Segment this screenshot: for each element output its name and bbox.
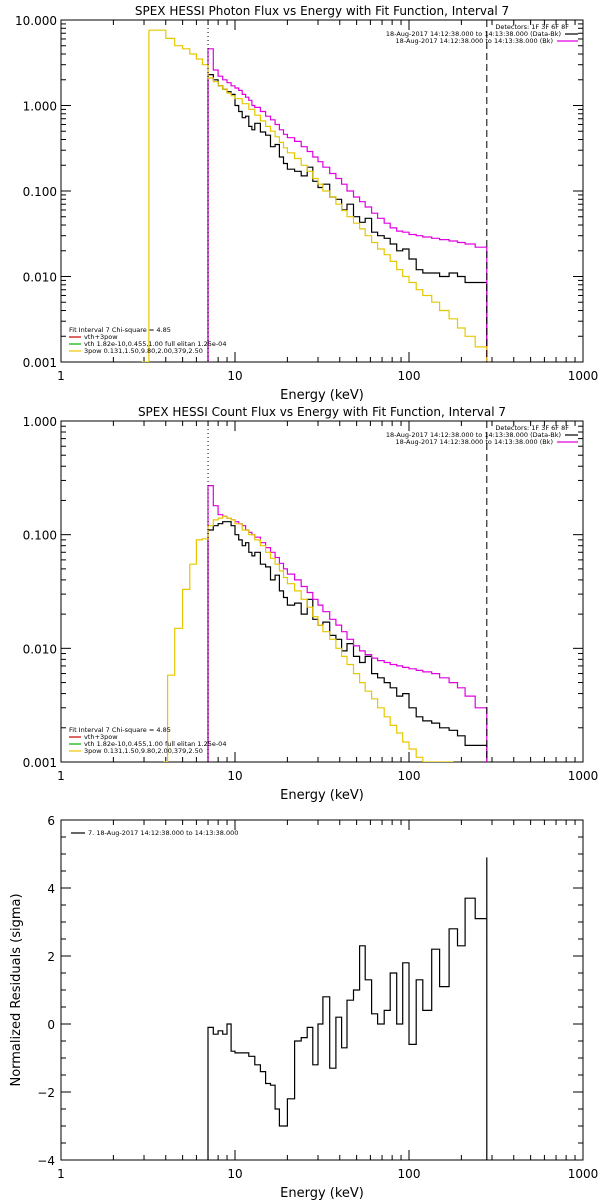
plot-frame <box>60 819 584 1161</box>
legend-fit-header: Fit Interval 7 Chi-square = 4.85 <box>69 726 171 734</box>
legend-fit-label: 3pow 0.131,1.50,9.80,2.00,379,2.50 <box>84 347 203 355</box>
y-tick-label: −2 <box>37 1086 55 1100</box>
legend-entry-label: 18-Aug-2017 14:12:38.000 to 14:13:38.000… <box>396 438 553 446</box>
y-tick-label: 10.000 <box>15 14 57 28</box>
legend-fit-label: vth 1.82e-10,0.455,1.00 full elitan 1.25… <box>84 740 226 748</box>
legend-fit-header: Fit Interval 7 Chi-square = 4.85 <box>69 326 171 334</box>
x-tick-label: 10 <box>227 1167 242 1181</box>
y-tick-label: 0.010 <box>23 271 57 285</box>
chart-title: SPEX HESSI Count Flux vs Energy with Fit… <box>138 405 506 419</box>
y-tick-label: 2 <box>47 950 55 964</box>
y-tick-label: 4 <box>47 882 55 896</box>
y-axis-label: Normalized Residuals (sigma) <box>9 893 24 1086</box>
legend-entry-label: 7. 18-Aug-2017 14:12:38.000 to 14:13:38.… <box>88 829 238 837</box>
plot-frame <box>60 19 584 363</box>
plot-area <box>163 421 488 762</box>
series-fit-3pow <box>163 515 454 762</box>
legend-detectors: Detectors: 1F 3F 6F 8F <box>495 424 569 432</box>
legend-detectors: Detectors: 1F 3F 6F 8F <box>495 23 569 31</box>
legend-fit-label: vth 1.82e-10,0.455,1.00 full elitan 1.25… <box>84 340 226 348</box>
y-tick-label: −4 <box>37 1154 55 1168</box>
series-bk <box>207 48 488 362</box>
chart-panel-1: SPEX HESSI Photon Flux vs Energy with Fi… <box>15 4 598 403</box>
y-tick-label: 0.100 <box>23 529 57 543</box>
x-tick-label: 100 <box>398 769 421 783</box>
series-data-bk <box>207 74 488 362</box>
y-tick-label: 6 <box>47 814 55 828</box>
y-tick-label: 0.100 <box>23 185 57 199</box>
legend-entry-label: 18-Aug-2017 14:12:38.000 to 14:13:38.000… <box>396 37 553 45</box>
legend-fit-label: vth+3pow <box>84 333 118 341</box>
x-tick-label: 100 <box>398 369 421 383</box>
series-bk <box>207 485 488 762</box>
plot-area <box>141 20 488 362</box>
x-tick-label: 1 <box>57 1167 65 1181</box>
chart-panel-2: SPEX HESSI Count Flux vs Energy with Fit… <box>23 405 599 803</box>
x-tick-label: 1 <box>57 369 65 383</box>
x-tick-label: 10 <box>227 769 242 783</box>
series-residuals <box>207 857 488 1160</box>
x-tick-label: 1 <box>57 769 65 783</box>
legend-fit-label: 3pow 0.131,1.50,9.80,2.00,379,2.50 <box>84 747 203 755</box>
x-axis-label: Energy (keV) <box>280 388 364 403</box>
y-tick-label: 0.001 <box>23 356 57 370</box>
series-fit-3pow <box>141 29 488 362</box>
y-tick-label: 0.010 <box>23 642 57 656</box>
plot-frame <box>60 420 584 763</box>
x-tick-label: 1000 <box>568 1167 599 1181</box>
x-axis-label: Energy (keV) <box>280 1186 364 1200</box>
x-tick-label: 10 <box>227 369 242 383</box>
legend-entry-label: 18-Aug-2017 14:12:38.000 to 14:13:38.000… <box>386 431 561 439</box>
x-tick-label: 100 <box>398 1167 421 1181</box>
y-tick-label: 1.000 <box>23 100 57 114</box>
legend-fit-label: vth+3pow <box>84 733 118 741</box>
legend-entry-label: 18-Aug-2017 14:12:38.000 to 14:13:38.000… <box>386 30 561 38</box>
x-tick-label: 1000 <box>568 769 599 783</box>
y-tick-label: 0.001 <box>23 756 57 770</box>
y-tick-label: 1.000 <box>23 415 57 429</box>
y-tick-label: 0 <box>47 1018 55 1032</box>
series-data-bk <box>207 521 488 762</box>
x-tick-label: 1000 <box>568 369 599 383</box>
chart-title: SPEX HESSI Photon Flux vs Energy with Fi… <box>135 4 509 18</box>
chart-panel-3: 1 10 100 1000 Energy (keV) −4 −2 0 2 4 6 Normalized… <box>9 814 598 1200</box>
x-axis-label: Energy (keV) <box>280 788 364 803</box>
plot-area <box>207 857 488 1160</box>
